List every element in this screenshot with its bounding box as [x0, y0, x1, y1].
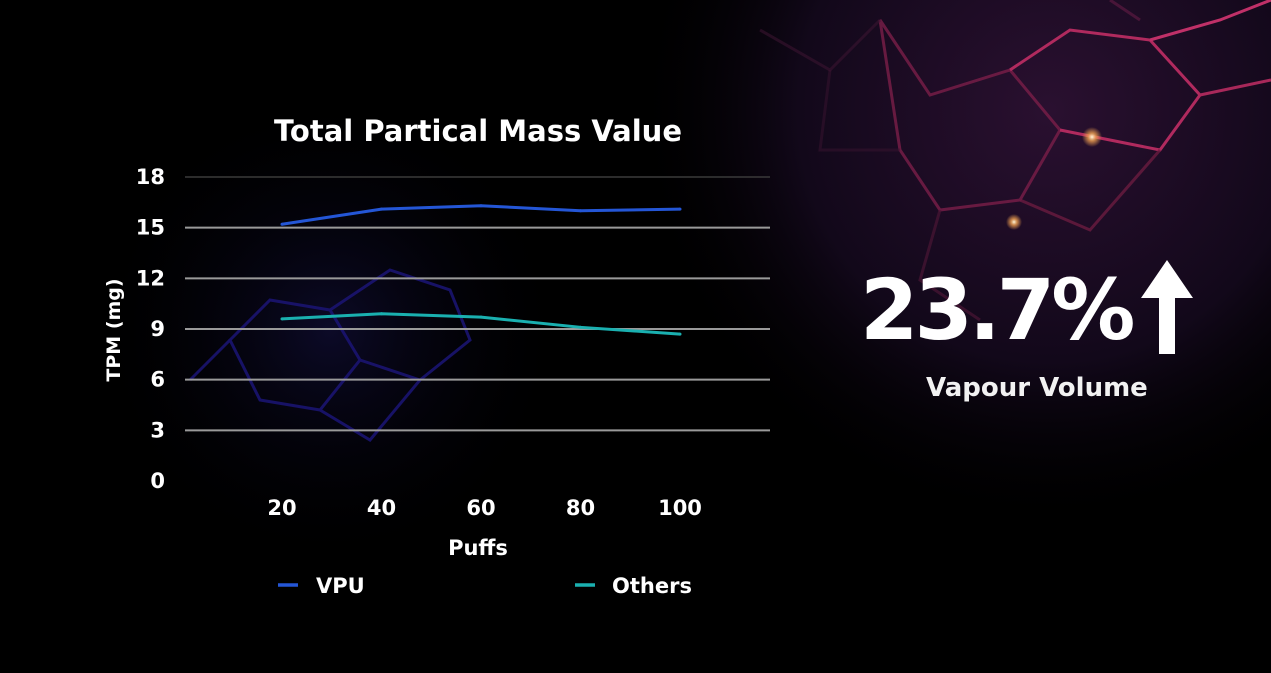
data-point [479, 204, 483, 208]
x-tick-label: 100 [658, 496, 702, 520]
y-tick-label: 18 [136, 165, 165, 189]
y-tick-label: 6 [150, 368, 165, 392]
y-tick-label: 15 [136, 216, 165, 240]
stat-percentage: 23.7% [860, 261, 1135, 359]
legend-label-vpu: VPU [316, 574, 365, 598]
x-tick-label: 60 [466, 496, 495, 520]
vapour-volume-stat: 23.7% Vapour Volume [860, 260, 1240, 403]
data-point [678, 332, 682, 336]
x-axis-label: Puffs [448, 536, 508, 560]
data-point [380, 207, 383, 211]
data-point [579, 209, 582, 213]
data-point [678, 207, 682, 211]
y-axis-label: TPM (mg) [103, 278, 125, 381]
y-tick-label: 0 [150, 469, 165, 493]
data-point [280, 317, 284, 321]
stat-label: Vapour Volume [926, 373, 1148, 403]
x-tick-label: 80 [566, 496, 595, 520]
series-line-vpu [281, 204, 681, 226]
data-point [380, 312, 383, 316]
grid-lines [185, 176, 770, 432]
x-tick-labels: 20 40 60 80 100 [267, 496, 702, 520]
series-group [280, 204, 682, 336]
x-tick-label: 40 [367, 496, 396, 520]
data-point [280, 222, 284, 226]
legend-label-others: Others [612, 574, 692, 598]
x-tick-label: 20 [267, 496, 296, 520]
y-tick-label: 9 [150, 317, 165, 341]
y-tick-label: 12 [136, 266, 165, 290]
data-point [479, 315, 483, 319]
legend: VPU Others [278, 574, 692, 598]
up-arrow-icon [1137, 258, 1197, 363]
y-tick-label: 3 [150, 418, 165, 442]
data-point [579, 325, 582, 329]
chart-title: Total Partical Mass Value [274, 114, 682, 148]
y-tick-labels: 0 3 6 9 12 15 18 [136, 165, 165, 493]
